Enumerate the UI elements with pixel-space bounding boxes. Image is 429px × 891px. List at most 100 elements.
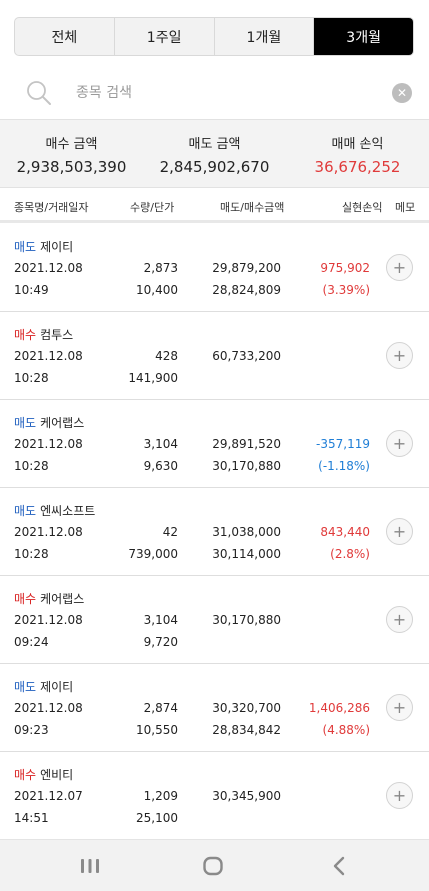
trade-date: 2021.12.08 <box>14 261 83 275</box>
clear-icon[interactable]: ✕ <box>392 83 412 103</box>
realized-profit-rate: (4.88%) <box>322 723 370 737</box>
trade-amount: 60,733,200 <box>212 349 281 363</box>
home-icon[interactable] <box>200 855 226 877</box>
trade-quantity: 1,209 <box>143 789 178 803</box>
table-header: 종목명/거래일자 수량/단가 매도/매수금액 실현손익 메모 <box>0 189 429 223</box>
table-row[interactable]: 매수 컴투스 2021.12.08 10:28 428 141,900 60,733,200… <box>0 312 429 400</box>
sell-amount-label: 매도 금액 <box>188 137 241 152</box>
trade-type-badge: 매도 <box>14 240 37 254</box>
trade-amount: 29,879,200 <box>212 261 281 275</box>
trade-time: 10:28 <box>14 459 49 473</box>
trade-type-badge: 매도 <box>14 416 37 430</box>
trade-title: 매수 엔비티 <box>14 766 73 783</box>
stock-name: 제이티 <box>40 680 74 694</box>
stock-name: 엔비티 <box>40 768 74 782</box>
plus-icon: + <box>392 522 407 541</box>
trade-date: 2021.12.08 <box>14 613 83 627</box>
trade-buy-amount: 28,824,809 <box>212 283 281 297</box>
stock-name: 제이티 <box>40 240 74 254</box>
buy-amount-summary: 매수 금액 2,938,503,390 <box>0 120 143 187</box>
trade-buy-amount: 30,114,000 <box>212 547 281 561</box>
trade-title: 매도 엔씨소프트 <box>14 502 95 519</box>
trade-unit-price: 9,720 <box>143 635 178 649</box>
trade-quantity: 42 <box>162 525 178 539</box>
recent-apps-icon[interactable] <box>77 855 103 877</box>
header-memo: 메모 <box>395 201 416 214</box>
realized-profit: 975,902 <box>320 261 370 275</box>
trade-amount: 30,320,700 <box>212 701 281 715</box>
table-row[interactable]: 매도 케어랩스 2021.12.08 10:28 3,104 9,630 29,891,52… <box>0 400 429 488</box>
trade-unit-price: 10,550 <box>136 723 178 737</box>
trade-amount: 31,038,000 <box>212 525 281 539</box>
plus-icon: + <box>392 610 407 629</box>
trade-unit-price: 25,100 <box>136 811 178 825</box>
trade-type-badge: 매도 <box>14 680 37 694</box>
stock-name: 케어랩스 <box>40 416 85 430</box>
system-nav-bar <box>0 839 429 891</box>
trade-amount: 30,170,880 <box>212 613 281 627</box>
add-memo-button[interactable]: + <box>386 342 413 369</box>
trade-type-badge: 매도 <box>14 504 37 518</box>
trade-time: 09:23 <box>14 723 49 737</box>
trade-summary: 매수 금액 2,938,503,390 매도 금액 2,845,902,670 … <box>0 119 429 188</box>
trade-amount: 29,891,520 <box>212 437 281 451</box>
search-input[interactable] <box>76 81 376 105</box>
add-memo-button[interactable]: + <box>386 694 413 721</box>
period-tabs: 전체 1주일 1개월 3개월 <box>14 17 414 56</box>
trade-title: 매수 컴투스 <box>14 326 73 343</box>
trade-title: 매도 케어랩스 <box>14 414 84 431</box>
realized-profit-rate: (3.39%) <box>322 283 370 297</box>
stock-name: 케어랩스 <box>40 592 85 606</box>
header-realized: 실현손익 <box>342 201 383 214</box>
buy-amount-value: 2,938,503,390 <box>16 158 127 176</box>
profit-loss-value: 36,676,252 <box>314 158 401 176</box>
add-memo-button[interactable]: + <box>386 606 413 633</box>
trade-date: 2021.12.08 <box>14 525 83 539</box>
add-memo-button[interactable]: + <box>386 430 413 457</box>
trade-title: 매도 제이티 <box>14 678 73 695</box>
trade-title: 매수 케어랩스 <box>14 590 84 607</box>
trade-date: 2021.12.08 <box>14 349 83 363</box>
add-memo-button[interactable]: + <box>386 254 413 281</box>
trade-time: 14:51 <box>14 811 49 825</box>
back-icon[interactable] <box>326 855 352 877</box>
add-memo-button[interactable]: + <box>386 518 413 545</box>
trade-date: 2021.12.07 <box>14 789 83 803</box>
search-bar: ✕ <box>0 68 429 118</box>
table-row[interactable]: 매도 제이티 2021.12.08 10:49 2,873 10,400 29,879,20… <box>0 224 429 312</box>
plus-icon: + <box>392 346 407 365</box>
plus-icon: + <box>392 258 407 277</box>
add-memo-button[interactable]: + <box>386 782 413 809</box>
table-row[interactable]: 매수 케어랩스 2021.12.08 09:24 3,104 9,720 30,170,88… <box>0 576 429 664</box>
realized-profit-rate: (2.8%) <box>330 547 370 561</box>
trade-date: 2021.12.08 <box>14 701 83 715</box>
table-row[interactable]: 매수 엔비티 2021.12.07 14:51 1,209 25,100 30,345,90… <box>0 752 429 840</box>
realized-profit: -357,119 <box>316 437 370 451</box>
buy-amount-label: 매수 금액 <box>45 137 98 152</box>
trade-time: 10:28 <box>14 371 49 385</box>
table-row[interactable]: 매도 제이티 2021.12.08 09:23 2,874 10,550 30,320,70… <box>0 664 429 752</box>
trade-time: 10:49 <box>14 283 49 297</box>
trade-quantity: 428 <box>155 349 178 363</box>
tab-1-month[interactable]: 1개월 <box>215 18 315 55</box>
trade-quantity: 2,873 <box>143 261 178 275</box>
trade-buy-amount: 28,834,842 <box>212 723 281 737</box>
trade-title: 매도 제이티 <box>14 238 73 255</box>
trade-quantity: 2,874 <box>143 701 178 715</box>
trade-date: 2021.12.08 <box>14 437 83 451</box>
tab-3-months[interactable]: 3개월 <box>314 18 413 55</box>
search-icon[interactable] <box>26 80 52 106</box>
trade-unit-price: 141,900 <box>128 371 178 385</box>
stock-name: 컴투스 <box>40 328 74 342</box>
stock-name: 엔씨소프트 <box>40 504 96 518</box>
sell-amount-value: 2,845,902,670 <box>159 158 270 176</box>
trade-time: 10:28 <box>14 547 49 561</box>
profit-loss-summary: 매매 손익 36,676,252 <box>286 120 429 187</box>
tab-all[interactable]: 전체 <box>15 18 115 55</box>
trade-type-badge: 매수 <box>14 328 37 342</box>
trade-time: 09:24 <box>14 635 49 649</box>
table-row[interactable]: 매도 엔씨소프트 2021.12.08 10:28 42 739,000 31,038,00… <box>0 488 429 576</box>
header-qty-price: 수량/단가 <box>130 201 175 214</box>
tab-1-week[interactable]: 1주일 <box>115 18 215 55</box>
trade-quantity: 3,104 <box>143 613 178 627</box>
